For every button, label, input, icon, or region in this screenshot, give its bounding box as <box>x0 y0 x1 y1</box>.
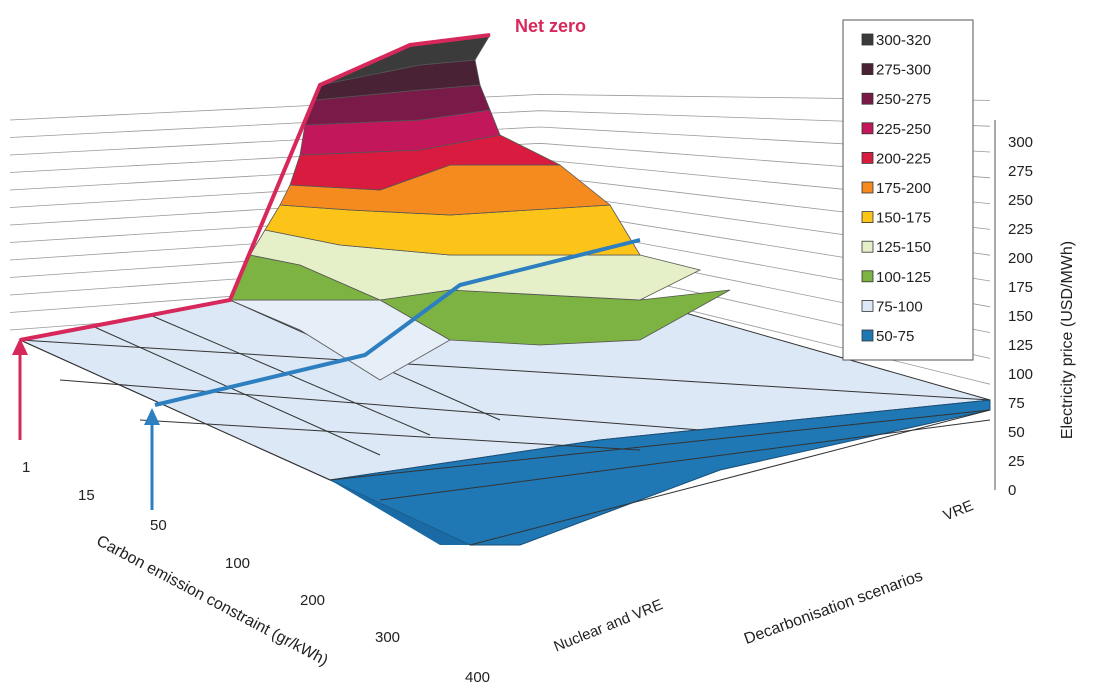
legend-swatch <box>861 122 874 135</box>
legend-label: 300-320 <box>876 32 931 49</box>
legend-label: 100-125 <box>876 269 931 286</box>
z-tick-label: 300 <box>1008 134 1033 151</box>
x-tick-label: 100 <box>225 555 250 572</box>
net-zero-arrow-head <box>12 338 28 355</box>
floor-grid-line-3 <box>149 314 431 436</box>
floor-blue-lower <box>330 480 520 545</box>
y-axis-title: Decarbonisation scenarios <box>742 568 925 648</box>
x-tick-label: 15 <box>78 487 95 504</box>
x-axis-title: Carbon emission constraint (gr/kWh) <box>93 533 330 670</box>
z-tick-label: 250 <box>1008 192 1033 209</box>
legend-label: 150-175 <box>876 210 931 227</box>
z-tick-label: 150 <box>1008 308 1033 325</box>
legend-swatch <box>861 33 874 46</box>
x-axis: 1 15 50 100 200 300 400 <box>22 459 490 686</box>
floor-grid-line-1 <box>19 339 331 481</box>
constraint-arrow-head <box>144 408 160 425</box>
gridline <box>9 126 991 156</box>
legend-label: 200-225 <box>876 150 931 167</box>
legend-label: 175-200 <box>876 180 931 197</box>
gridline <box>9 110 991 138</box>
legend-swatch <box>861 63 874 75</box>
y-tick-label: Nuclear and VRE <box>551 596 665 655</box>
legend-swatch <box>861 329 874 342</box>
floor-grid-line-5 <box>19 339 991 401</box>
x-tick-label: 200 <box>300 592 325 609</box>
x-tick-label: 400 <box>465 669 490 686</box>
x-tick-label: 300 <box>375 629 400 646</box>
legend-label: 275-300 <box>876 62 931 79</box>
legend-items: 300-320 275-300 250-275 225-250 200-225 175-2… <box>861 32 931 345</box>
legend: 300-320 275-300 250-275 225-250 200-225 175-2… <box>842 19 974 361</box>
net-zero-line <box>19 33 491 342</box>
gridline <box>9 142 991 179</box>
legend-swatch <box>861 240 874 253</box>
gridline <box>9 93 991 121</box>
z-axis-title: Electricity price (USD/MWh) <box>1059 241 1076 439</box>
floor-grid-line-2 <box>89 324 381 456</box>
z-tick-label: 0 <box>1008 482 1016 499</box>
legend-label: 50-75 <box>876 328 914 345</box>
floor-blue <box>328 399 991 546</box>
z-tick-label: 175 <box>1008 279 1033 296</box>
legend-label: 225-250 <box>876 121 931 138</box>
floor-grid-line-8 <box>329 409 991 481</box>
legend-label: 250-275 <box>876 91 931 108</box>
x-tick-label: 50 <box>150 517 167 534</box>
x-tick-label: 1 <box>22 459 30 476</box>
floor-grid-line-7 <box>139 419 641 451</box>
legend-swatch <box>861 92 874 105</box>
z-axis: 0 25 50 75 100 125 150 175 200 225 250 275 300 <box>994 120 1033 499</box>
legend-label: 75-100 <box>876 298 923 315</box>
legend-swatch <box>861 151 874 164</box>
z-tick-label: 75 <box>1008 395 1025 412</box>
z-tick-label: 25 <box>1008 453 1025 470</box>
surface-peak <box>229 34 731 381</box>
annotation-net-zero: Net zero <box>515 16 586 36</box>
legend-swatch <box>861 211 874 224</box>
z-tick-label: 275 <box>1008 163 1033 180</box>
legend-label: 125-150 <box>876 239 931 256</box>
constraint-50-line <box>154 238 641 407</box>
floor-grid-line-6 <box>59 379 701 431</box>
legend-swatch <box>861 299 874 312</box>
z-tick-label: 125 <box>1008 337 1033 354</box>
legend-swatch <box>861 270 874 283</box>
floor-grid-line-9 <box>379 419 991 501</box>
z-tick-label: 50 <box>1008 424 1025 441</box>
z-tick-label: 200 <box>1008 250 1033 267</box>
z-tick-label: 100 <box>1008 366 1033 383</box>
highlight-lines <box>12 33 641 510</box>
z-tick-label: 225 <box>1008 221 1033 238</box>
y-tick-label: VRE <box>941 497 976 524</box>
legend-swatch <box>861 181 874 194</box>
floor-grid-line-10 <box>469 409 991 546</box>
